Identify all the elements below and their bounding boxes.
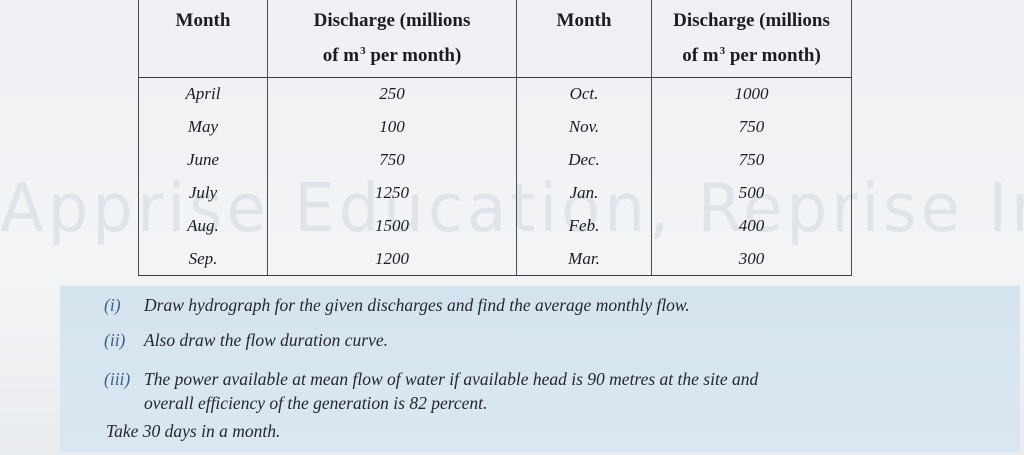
header-discharge-right-line2: of m3 per month) xyxy=(652,36,851,71)
discharge-cell: 400 xyxy=(651,209,852,243)
question-iii: (iii) The power available at mean flow of… xyxy=(104,369,758,390)
table-row: April 250 Oct. 1000 xyxy=(138,77,852,111)
discharge-cell: 500 xyxy=(651,176,852,210)
discharge-cell: 750 xyxy=(267,143,517,177)
question-text: Draw hydrograph for the given discharges… xyxy=(144,295,690,315)
discharge-cell: 250 xyxy=(267,77,517,111)
header-month-left-text: Month xyxy=(175,10,231,31)
header-unit-left: of m xyxy=(322,45,360,66)
header-discharge-left: Discharge (millions of m3 per month) xyxy=(267,0,517,78)
discharge-cell: 750 xyxy=(651,110,852,144)
table-row: May 100 Nov. 750 xyxy=(138,110,852,144)
header-discharge-right-line1: Discharge (millions xyxy=(673,10,830,31)
month-cell: June xyxy=(138,143,268,177)
month-cell: Mar. xyxy=(516,242,652,277)
discharge-cell: 750 xyxy=(651,143,852,177)
question-number: (i) xyxy=(104,295,121,315)
question-ii: (ii) Also draw the flow duration curve. xyxy=(104,330,388,351)
discharge-cell: 1250 xyxy=(267,176,517,210)
month-cell: July xyxy=(138,176,268,210)
table-row: June 750 Dec. 750 xyxy=(138,143,852,177)
discharge-cell: 100 xyxy=(267,110,517,144)
question-text: The power available at mean flow of wate… xyxy=(144,369,759,389)
month-cell: Nov. xyxy=(516,110,652,144)
table-row: July 1250 Jan. 500 xyxy=(138,176,852,210)
question-text: overall efficiency of the generation is … xyxy=(144,393,488,413)
header-discharge-left-line1: Discharge (millions xyxy=(313,10,471,31)
table-row: Sep. 1200 Mar. 300 xyxy=(138,242,852,277)
discharge-cell: 1500 xyxy=(267,209,517,243)
header-discharge-right: Discharge (millions of m3 per month) xyxy=(651,0,852,78)
table-row: Aug. 1500 Feb. 400 xyxy=(138,209,852,243)
discharge-cell: 1200 xyxy=(267,242,517,277)
month-cell: Aug. xyxy=(138,209,268,243)
question-number: (ii) xyxy=(104,330,126,350)
month-cell: Dec. xyxy=(516,143,652,177)
discharge-cell: 300 xyxy=(651,242,852,277)
header-month-right: Month xyxy=(516,0,652,78)
month-cell: Jan. xyxy=(516,176,652,210)
header-per-month-right: per month) xyxy=(729,45,821,66)
questions-panel: (i) Draw hydrograph for the given dischar… xyxy=(60,286,1020,452)
table-header-row: Month Discharge (millions of m3 per mont… xyxy=(138,0,852,78)
discharge-cell: 1000 xyxy=(651,77,852,111)
header-exponent-right: 3 xyxy=(719,45,726,57)
question-i: (i) Draw hydrograph for the given dischar… xyxy=(104,295,690,316)
month-cell: May xyxy=(138,110,268,144)
header-unit-right: of m xyxy=(682,45,719,66)
header-month-left: Month xyxy=(138,0,268,78)
month-cell: April xyxy=(138,77,268,111)
question-iii-continued: overall efficiency of the generation is … xyxy=(104,393,487,414)
month-cell: Sep. xyxy=(138,242,268,277)
question-text: Also draw the flow duration curve. xyxy=(144,330,389,350)
month-cell: Oct. xyxy=(516,77,652,111)
header-per-month-left: per month) xyxy=(370,45,462,66)
question-number: (iii) xyxy=(104,369,131,389)
header-month-right-text: Month xyxy=(556,10,612,31)
header-exponent-left: 3 xyxy=(360,45,366,57)
header-discharge-left-line2: of m3 per month) xyxy=(268,36,516,71)
discharge-table: Month Discharge (millions of m3 per mont… xyxy=(138,0,852,277)
month-cell: Feb. xyxy=(516,209,652,243)
footer-note: Take 30 days in a month. xyxy=(106,421,281,441)
